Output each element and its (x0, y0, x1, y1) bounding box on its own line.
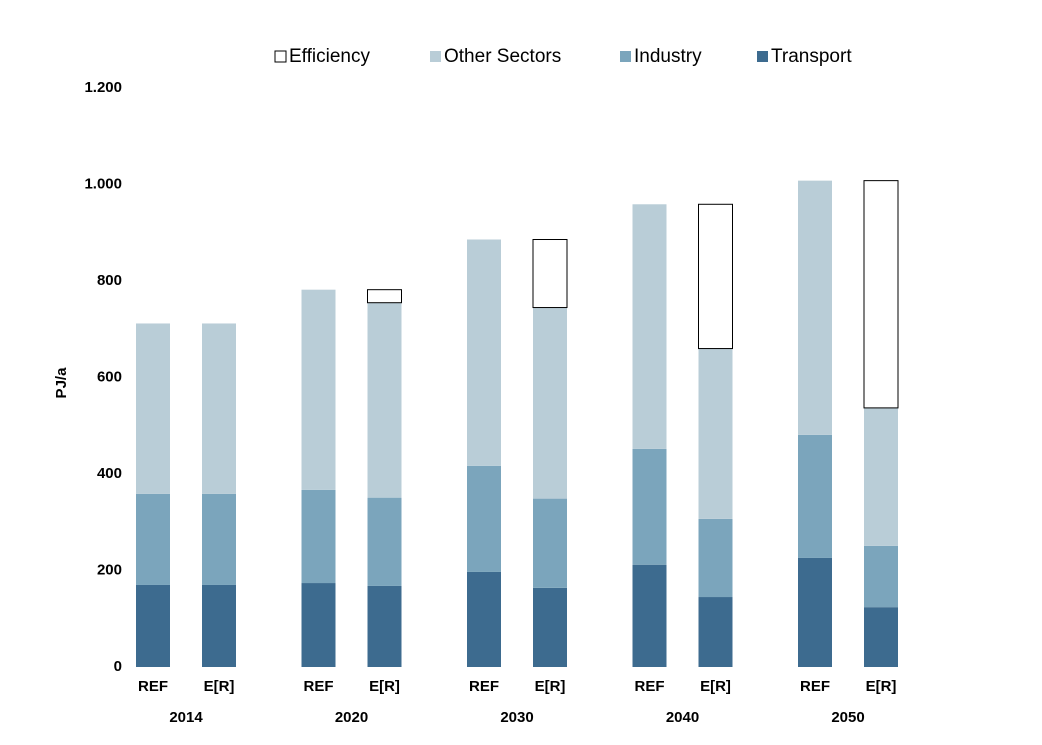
bar-segment (136, 493, 170, 585)
bar-segment (367, 585, 402, 667)
legend-swatch (430, 51, 441, 62)
bar-segment (632, 564, 667, 667)
bar-segment (533, 307, 567, 499)
x-tick-label: E[R] (700, 678, 731, 695)
x-tick-label: E[R] (535, 678, 566, 695)
y-tick-label: 1.000 (84, 175, 122, 192)
bar-segment (632, 448, 667, 565)
x-tick-label: E[R] (204, 678, 235, 695)
legend-label: Efficiency (289, 46, 370, 67)
bar-segment (798, 557, 832, 667)
bar-segment (632, 204, 667, 449)
bar-segment (863, 180, 899, 409)
bar-segment (698, 518, 733, 598)
group-label: 2050 (831, 709, 864, 726)
bar-segment (202, 584, 236, 667)
legend-swatch (757, 51, 768, 62)
bar-segment (367, 289, 402, 304)
legend-swatch (620, 51, 631, 62)
bar-segment (301, 489, 336, 584)
bar-segment (367, 497, 402, 586)
group-label: 2030 (500, 709, 533, 726)
bar-segment (301, 583, 336, 667)
x-tick-label: REF (138, 678, 168, 695)
bar-segment (798, 434, 832, 558)
bar-segment (136, 584, 170, 667)
legend-label: Transport (771, 46, 852, 67)
y-tick-label: 1.200 (84, 79, 122, 96)
bar-segment (698, 203, 733, 350)
x-tick-label: REF (635, 678, 665, 695)
y-tick-label: 600 (97, 368, 122, 385)
y-tick-label: 400 (97, 465, 122, 482)
y-tick-label: 200 (97, 561, 122, 578)
bar-segment (467, 465, 501, 572)
bar-segment (367, 302, 402, 498)
bar-segment (532, 239, 568, 309)
bar-segment (467, 571, 501, 667)
bar-segment (202, 323, 236, 494)
y-tick-label: 800 (97, 272, 122, 289)
bar-segment (798, 180, 832, 435)
bar-segment (533, 498, 567, 588)
x-tick-label: REF (304, 678, 334, 695)
bar-segment (864, 407, 898, 546)
bar-segment (202, 493, 236, 585)
group-label: 2020 (335, 709, 368, 726)
bar-segment (864, 607, 898, 667)
group-label: 2014 (169, 709, 203, 726)
group-label: 2040 (666, 709, 699, 726)
x-tick-label: REF (469, 678, 499, 695)
x-tick-label: E[R] (866, 678, 897, 695)
bar-segment (533, 587, 567, 667)
bar-segment (864, 545, 898, 608)
bar-segment (136, 323, 170, 494)
y-tick-label: 0 (114, 658, 122, 675)
bar-segment (698, 597, 733, 667)
bar-segment (698, 348, 733, 519)
bar-segment (467, 239, 501, 466)
bar-segment (301, 289, 336, 490)
legend-label: Industry (634, 46, 702, 67)
legend-swatch (274, 50, 287, 63)
x-tick-label: REF (800, 678, 830, 695)
y-axis-label: PJ/a (53, 367, 70, 399)
x-tick-label: E[R] (369, 678, 400, 695)
legend-label: Other Sectors (444, 46, 561, 67)
